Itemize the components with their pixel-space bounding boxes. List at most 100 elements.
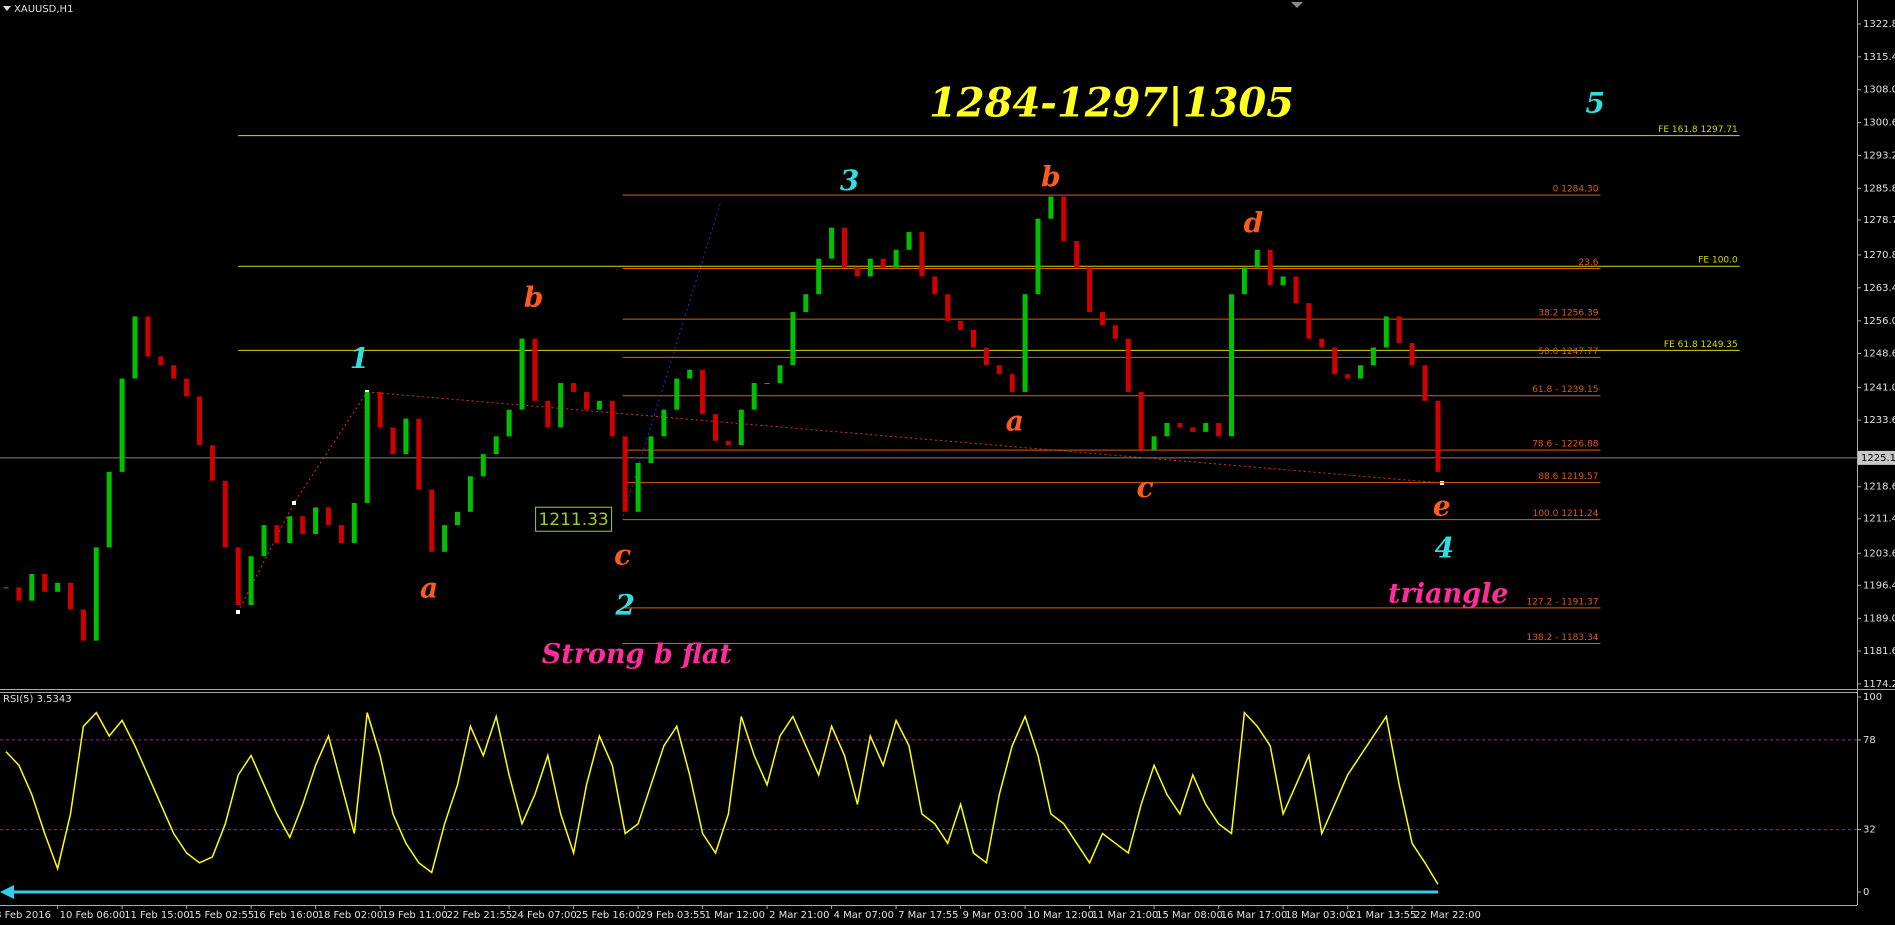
candle xyxy=(1306,303,1312,339)
candle xyxy=(68,582,73,610)
scroll-arrow xyxy=(0,885,1438,899)
candle xyxy=(558,383,564,428)
y-tick-label: 1203.65 xyxy=(1863,548,1895,559)
wave-label: 3 xyxy=(840,164,859,197)
wave-label: 5 xyxy=(1586,87,1605,120)
fib-level-label: 88.6 1219.57 xyxy=(1538,472,1598,482)
wave-label: b xyxy=(524,281,544,314)
candle xyxy=(932,276,938,295)
candle xyxy=(222,480,228,548)
candle xyxy=(132,316,138,379)
wave-label: 2 xyxy=(614,588,634,621)
candle xyxy=(1138,391,1144,450)
wave-label: 1 xyxy=(350,342,369,375)
candle xyxy=(661,409,667,437)
candle xyxy=(1396,316,1402,344)
anchor-point xyxy=(292,501,296,505)
candle xyxy=(584,391,589,410)
candle xyxy=(1332,347,1338,375)
x-tick-label: 15 Mar 08:00 xyxy=(1156,910,1223,921)
candle xyxy=(106,471,112,548)
fib-level-label: 23.6 xyxy=(1578,258,1598,268)
candle xyxy=(55,582,61,592)
candle xyxy=(945,294,951,321)
candle xyxy=(1035,218,1041,295)
candle xyxy=(248,556,254,606)
x-tick-label: 11 Mar 21:00 xyxy=(1092,910,1159,921)
symbol-menu-icon[interactable] xyxy=(3,6,11,11)
candle xyxy=(1216,423,1222,437)
y-tick-label: 1263.45 xyxy=(1863,283,1895,294)
anchor-point xyxy=(236,610,240,614)
wave-label: e xyxy=(1433,489,1451,522)
x-tick-label: 22 Mar 22:00 xyxy=(1414,910,1481,921)
candle xyxy=(184,378,190,397)
wave-label: c xyxy=(1137,471,1154,504)
candle xyxy=(725,440,731,446)
fib-level-label: FE 161.8 1297.71 xyxy=(1658,125,1738,135)
x-tick-label: 4 Mar 07:00 xyxy=(834,910,894,921)
candle xyxy=(93,547,99,641)
candle xyxy=(287,516,293,543)
x-tick-label: 18 Mar 03:00 xyxy=(1285,910,1352,921)
candle xyxy=(29,574,35,601)
y-tick-label: 1322.85 xyxy=(1863,19,1895,30)
candle xyxy=(790,311,796,366)
candle xyxy=(635,462,641,512)
x-tick-label: 11 Feb 15:00 xyxy=(124,910,190,921)
scroll-marker xyxy=(1291,2,1303,8)
fib-level-label: 138.2 - 1183.34 xyxy=(1526,633,1598,643)
x-tick-label: 16 Feb 16:00 xyxy=(253,910,319,921)
y-tick-label: 1196.45 xyxy=(1863,580,1895,591)
rsi-title: RSI(5) 3.5343 xyxy=(3,694,72,705)
y-tick-label: 78 xyxy=(1863,735,1876,746)
candle xyxy=(1280,276,1286,286)
x-tick-label: 9 Mar 03:00 xyxy=(963,910,1023,921)
wave-label: c xyxy=(614,539,631,572)
y-tick-label: 1278.70 xyxy=(1863,215,1895,226)
candle xyxy=(816,258,822,295)
fib-level-label: FE 61.8 1249.35 xyxy=(1664,340,1738,350)
x-tick-label: 2 Mar 21:00 xyxy=(769,910,829,921)
x-tick-label: 10 Mar 12:00 xyxy=(1027,910,1094,921)
candle xyxy=(971,329,976,348)
y-tick-label: 1293.25 xyxy=(1863,150,1895,161)
y-tick-label: 1218.65 xyxy=(1863,482,1895,493)
y-tick-label: 1189.00 xyxy=(1863,613,1895,624)
candle xyxy=(1087,267,1093,312)
candle xyxy=(145,316,151,357)
candle xyxy=(1345,374,1351,379)
candle xyxy=(480,454,486,477)
candle xyxy=(803,294,809,312)
candle xyxy=(674,378,680,410)
candle xyxy=(983,347,989,366)
note: triangle xyxy=(1388,578,1508,609)
candle xyxy=(364,391,370,503)
headline: 1284-1297|1305 xyxy=(929,79,1294,126)
candle xyxy=(867,258,873,277)
candle xyxy=(455,511,460,526)
candle xyxy=(880,258,886,268)
y-tick-label: 100 xyxy=(1863,692,1882,703)
candle xyxy=(416,418,422,490)
candle xyxy=(442,525,448,552)
candle xyxy=(209,445,215,481)
candle xyxy=(713,414,718,441)
candle xyxy=(1151,436,1157,450)
wave-line xyxy=(237,391,368,613)
y-tick-label: 1248.65 xyxy=(1863,349,1895,360)
fib-level-label: 61.8 - 1239.15 xyxy=(1532,385,1598,395)
candle xyxy=(1061,196,1067,241)
candle xyxy=(274,525,280,543)
candle xyxy=(700,369,706,415)
candle xyxy=(119,378,125,472)
fib-level-label: 50.0 1247.77 xyxy=(1538,347,1598,357)
y-tick-label: 32 xyxy=(1863,825,1876,836)
candle xyxy=(158,356,164,366)
fib-level-label: 127.2 - 1191.37 xyxy=(1526,597,1598,607)
candle xyxy=(313,507,319,535)
candle xyxy=(261,525,267,557)
candle xyxy=(1022,294,1028,392)
wave-label: d xyxy=(1244,206,1264,239)
x-tick-label: 25 Feb 16:00 xyxy=(576,910,642,921)
